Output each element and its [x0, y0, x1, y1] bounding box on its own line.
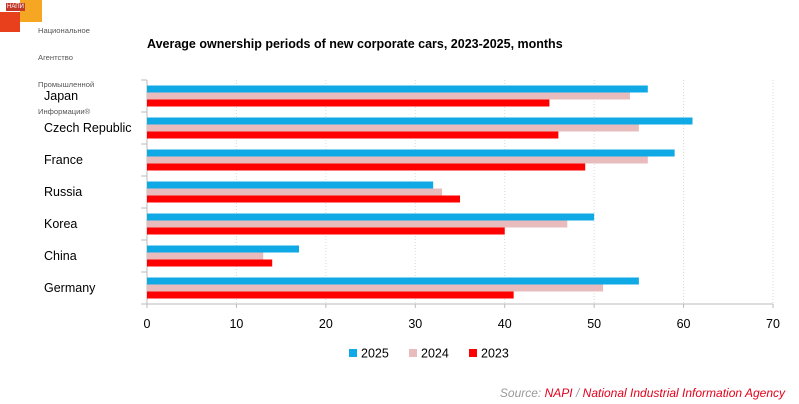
source-org-short: NAPI: [544, 386, 573, 400]
bar-korea-2023: [147, 227, 505, 235]
x-tick-label-50: 50: [587, 317, 601, 331]
x-tick-label-40: 40: [498, 317, 512, 331]
bar-france-2025: [147, 149, 675, 157]
bar-germany-2023: [147, 291, 514, 299]
legend-swatch-2024: [409, 349, 417, 357]
source-prefix: Source:: [499, 386, 542, 400]
category-label-korea: Korea: [44, 217, 77, 231]
x-tick-label-20: 20: [319, 317, 333, 331]
legend-label-2024: 2024: [421, 347, 449, 361]
source-separator: /: [575, 386, 580, 400]
bar-russia-2025: [147, 181, 434, 189]
logo-line-1: Национальное: [38, 26, 90, 35]
logo-line-2: Агентство: [38, 53, 73, 62]
logo-tag: НАПИ: [6, 3, 25, 11]
napi-logo: НАПИ Национальное Агентство Промышленной…: [0, 0, 120, 116]
bar-czech-republic-2024: [147, 124, 639, 132]
logo-orange-square: [20, 0, 42, 22]
legend-swatch-2023: [469, 349, 477, 357]
bar-japan-2024: [147, 92, 630, 100]
bar-czech-republic-2025: [147, 117, 693, 125]
bar-czech-republic-2023: [147, 131, 559, 139]
logo-red-square: [0, 12, 20, 32]
bar-russia-2023: [147, 195, 460, 203]
bar-germany-2025: [147, 277, 639, 285]
legend-label-2023: 2023: [481, 347, 509, 361]
bar-russia-2024: [147, 188, 443, 196]
bar-korea-2024: [147, 220, 568, 228]
x-tick-label-0: 0: [144, 317, 151, 331]
bar-germany-2024: [147, 284, 604, 292]
legend-label-2025: 2025: [361, 347, 389, 361]
category-label-germany: Germany: [44, 281, 96, 295]
category-label-china: China: [44, 249, 77, 263]
bar-japan-2025: [147, 85, 648, 93]
source-org-full: National Industrial Information Agency: [582, 386, 785, 400]
bar-china-2023: [147, 259, 273, 267]
category-label-japan: Japan: [44, 89, 78, 103]
category-label-russia: Russia: [44, 185, 82, 199]
bar-china-2024: [147, 252, 264, 260]
source-note: Source: NAPI / National Industrial Infor…: [500, 386, 785, 400]
logo-line-4: Информации®: [38, 107, 91, 116]
x-tick-label-10: 10: [229, 317, 243, 331]
category-label-czech-republic: Czech Republic: [44, 121, 132, 135]
x-tick-label-30: 30: [408, 317, 422, 331]
logo-text: Национальное Агентство Промышленной Инфо…: [38, 8, 94, 134]
logo-line-3: Промышленной: [38, 80, 95, 89]
x-tick-label-70: 70: [766, 317, 780, 331]
legend-swatch-2025: [349, 349, 357, 357]
bar-japan-2023: [147, 99, 550, 107]
bar-france-2024: [147, 156, 648, 164]
bar-korea-2025: [147, 213, 595, 221]
bar-china-2025: [147, 245, 300, 253]
category-label-france: France: [44, 153, 83, 167]
bar-france-2023: [147, 163, 586, 171]
chart-title: Average ownership periods of new corpora…: [147, 37, 563, 51]
x-tick-label-60: 60: [677, 317, 691, 331]
